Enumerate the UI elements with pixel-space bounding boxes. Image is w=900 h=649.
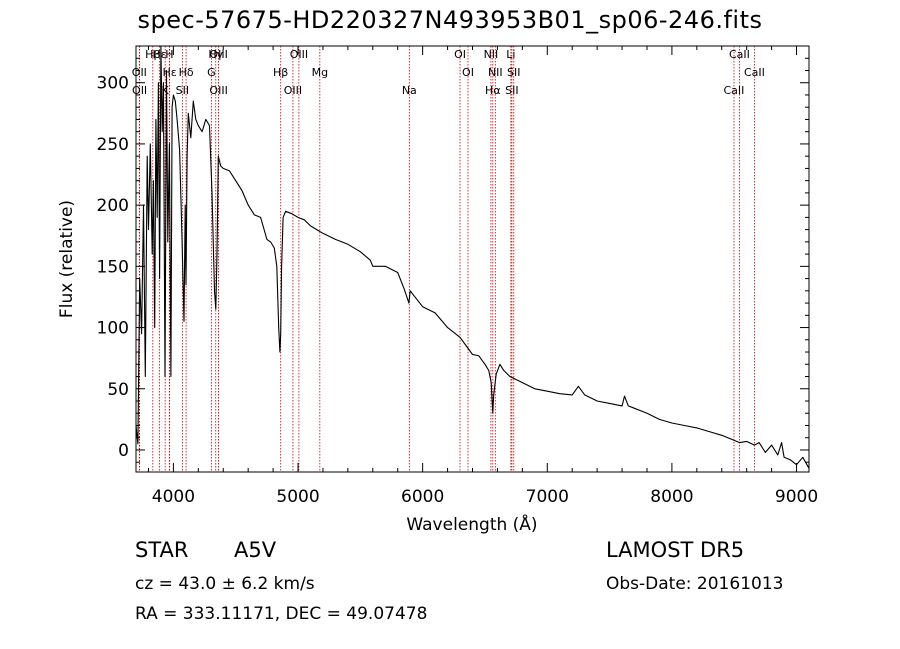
line-label: Hα bbox=[485, 84, 501, 97]
survey-name: LAMOST DR5 bbox=[606, 538, 745, 562]
x-tick-label: 5000 bbox=[276, 487, 319, 507]
line-label: G bbox=[207, 66, 216, 79]
y-axis-label: Flux (relative) bbox=[57, 200, 77, 318]
object-subclass: A5V bbox=[234, 538, 277, 562]
x-tick-label: 4000 bbox=[152, 487, 195, 507]
x-axis-label: Wavelength (Å) bbox=[406, 513, 537, 535]
spectral-line-labels: HβOIIOIIHεHεKHHδSIIHγGOIIIOIIIHβOIIIOIII… bbox=[132, 48, 765, 97]
spectral-line-markers bbox=[138, 46, 755, 472]
line-label: Hδ bbox=[179, 66, 194, 79]
line-label: OI bbox=[462, 66, 474, 79]
spectrum-line bbox=[135, 45, 810, 469]
line-label: CaII bbox=[744, 66, 765, 79]
y-tick-label: 150 bbox=[97, 257, 129, 277]
y-tick-label: 200 bbox=[97, 196, 129, 216]
line-label: Hβ bbox=[273, 66, 288, 79]
object-class: STAR bbox=[135, 538, 189, 562]
x-tick-label: 8000 bbox=[650, 487, 693, 507]
x-tick-label: 7000 bbox=[526, 487, 569, 507]
chart-title: spec-57675-HD220327N493953B01_sp06-246.f… bbox=[137, 6, 763, 34]
y-tick-label: 250 bbox=[97, 135, 129, 155]
line-label: NII bbox=[488, 66, 503, 79]
line-label: Hε bbox=[152, 48, 166, 61]
plot-frame bbox=[135, 45, 810, 473]
line-label: CaII bbox=[724, 84, 745, 97]
y-tick-label: 0 bbox=[118, 441, 129, 461]
line-label: Mg bbox=[312, 66, 328, 79]
observation-date: Obs-Date: 20161013 bbox=[606, 574, 784, 594]
line-label: Hβ bbox=[145, 48, 160, 61]
x-axis: 4000 5000 6000 7000 8000 9000 bbox=[147, 46, 818, 507]
line-label: OIII bbox=[209, 84, 227, 97]
line-label: CaII bbox=[729, 48, 750, 61]
line-label: H bbox=[165, 48, 173, 61]
line-label: SII bbox=[507, 66, 520, 79]
y-tick-label: 300 bbox=[97, 74, 129, 94]
line-label: OIII bbox=[209, 48, 227, 61]
line-label: OIII bbox=[284, 84, 302, 97]
line-label: Li bbox=[506, 48, 515, 61]
line-label: OII bbox=[132, 66, 147, 79]
line-label: NII bbox=[484, 48, 499, 61]
x-tick-label: 9000 bbox=[775, 487, 818, 507]
line-label: SII bbox=[505, 84, 518, 97]
line-label: Hγ bbox=[208, 48, 223, 61]
line-label: Hε bbox=[163, 66, 177, 79]
y-axis: 0 50 100 150 200 250 300 bbox=[97, 45, 809, 463]
redshift-cz: cz = 43.0 ± 6.2 km/s bbox=[135, 574, 315, 594]
line-label: Na bbox=[402, 84, 417, 97]
line-label: OIII bbox=[290, 48, 308, 61]
line-label: K bbox=[162, 84, 170, 97]
line-label: OI bbox=[454, 48, 466, 61]
x-tick-label: 6000 bbox=[401, 487, 444, 507]
y-tick-label: 50 bbox=[107, 380, 129, 400]
ra-dec-coordinates: RA = 333.11171, DEC = 49.07478 bbox=[135, 604, 428, 624]
line-label: SII bbox=[176, 84, 189, 97]
y-tick-label: 100 bbox=[97, 319, 129, 339]
